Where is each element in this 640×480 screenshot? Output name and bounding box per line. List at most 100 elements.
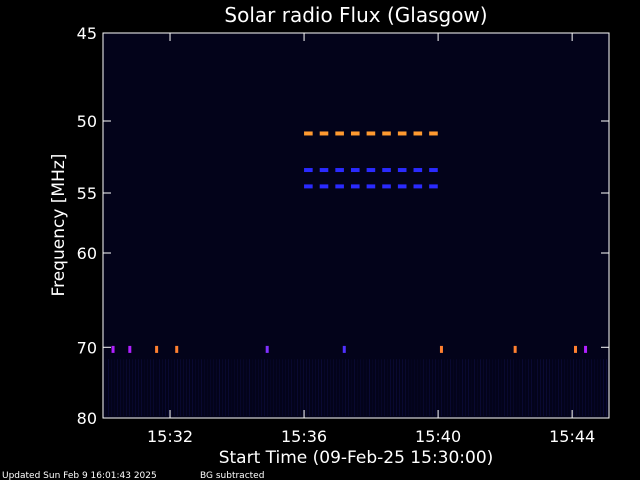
rfi-spike bbox=[573, 345, 577, 353]
noise-streak bbox=[180, 359, 181, 416]
noise-streak bbox=[489, 359, 490, 416]
noise-streak bbox=[270, 359, 271, 416]
noise-streak bbox=[339, 359, 340, 416]
noise-streak bbox=[348, 359, 349, 416]
blue-band-upper-segment bbox=[429, 168, 438, 173]
noise-streak bbox=[285, 359, 286, 416]
rfi-spike bbox=[111, 345, 115, 353]
noise-streak bbox=[423, 359, 424, 416]
blue-band-upper-segment bbox=[382, 168, 391, 173]
noise-streak bbox=[345, 359, 346, 416]
noise-streak bbox=[516, 359, 517, 416]
noise-streak bbox=[480, 359, 481, 416]
y-tick-label: 70 bbox=[77, 338, 97, 357]
noise-streak bbox=[534, 359, 535, 416]
noise-streak bbox=[447, 359, 448, 416]
noise-streak bbox=[471, 359, 472, 416]
y-tick-label: 50 bbox=[77, 112, 97, 131]
rfi-spike bbox=[439, 345, 443, 353]
noise-streak bbox=[570, 359, 571, 416]
noise-streak bbox=[429, 359, 430, 416]
noise-streak bbox=[174, 359, 175, 416]
noise-streak bbox=[165, 359, 166, 416]
noise-streak bbox=[510, 359, 511, 416]
noise-streak bbox=[486, 359, 487, 416]
blue-band-lower-segment bbox=[429, 184, 438, 189]
rfi-spike bbox=[175, 345, 179, 353]
x-tick-label: 15:40 bbox=[415, 427, 461, 446]
y-tick-label: 60 bbox=[77, 244, 97, 263]
blue-band-upper-segment bbox=[350, 168, 360, 173]
noise-streak bbox=[324, 359, 325, 416]
blue-band-upper-segment bbox=[304, 168, 313, 173]
blue-band-lower-segment bbox=[350, 184, 360, 189]
noise-streak bbox=[408, 359, 409, 416]
noise-streak bbox=[501, 359, 502, 416]
noise-streak bbox=[564, 359, 565, 416]
noise-streak bbox=[237, 359, 238, 416]
noise-streak bbox=[138, 359, 139, 416]
rfi-spike bbox=[513, 345, 517, 353]
noise-streak bbox=[255, 359, 256, 416]
noise-streak bbox=[552, 359, 553, 416]
background-noise bbox=[105, 359, 607, 416]
x-tick-label: 15:32 bbox=[147, 427, 193, 446]
noise-streak bbox=[390, 359, 391, 416]
noise-streak bbox=[294, 359, 295, 416]
noise-streak bbox=[249, 359, 250, 416]
noise-streak bbox=[453, 359, 454, 416]
x-axis-label: Start Time (09-Feb-25 15:30:00) bbox=[219, 448, 494, 468]
noise-streak bbox=[210, 359, 211, 416]
noise-streak bbox=[519, 359, 520, 416]
noise-streak bbox=[225, 359, 226, 416]
blue-band-lower-segment bbox=[382, 184, 391, 189]
blue-band-lower-segment bbox=[366, 184, 376, 189]
noise-streak bbox=[114, 359, 115, 416]
noise-streak bbox=[297, 359, 298, 416]
noise-streak bbox=[600, 359, 601, 416]
noise-streak bbox=[537, 359, 538, 416]
noise-streak bbox=[222, 359, 223, 416]
blue-band-upper-segment bbox=[413, 168, 423, 173]
orange-band-segment bbox=[350, 131, 360, 136]
y-tick-label: 45 bbox=[77, 24, 97, 43]
y-axis: 45 50 55 60 70 80 bbox=[77, 24, 609, 428]
noise-streak bbox=[189, 359, 190, 416]
noise-streak bbox=[360, 359, 361, 416]
noise-streak bbox=[219, 359, 220, 416]
noise-streak bbox=[543, 359, 544, 416]
rfi-spike bbox=[265, 345, 269, 353]
noise-streak bbox=[240, 359, 241, 416]
blue-band-lower-segment bbox=[413, 184, 423, 189]
noise-streak bbox=[477, 359, 478, 416]
noise-streak bbox=[435, 359, 436, 416]
noise-streak bbox=[183, 359, 184, 416]
noise-streak bbox=[318, 359, 319, 416]
noise-streak bbox=[177, 359, 178, 416]
noise-streak bbox=[150, 359, 151, 416]
noise-streak bbox=[597, 359, 598, 416]
noise-streak bbox=[573, 359, 574, 416]
noise-streak bbox=[375, 359, 376, 416]
noise-streak bbox=[540, 359, 541, 416]
noise-streak bbox=[315, 359, 316, 416]
orange-band-segment bbox=[413, 131, 423, 136]
orange-band-segment bbox=[319, 131, 329, 136]
noise-streak bbox=[378, 359, 379, 416]
chart-title: Solar radio Flux (Glasgow) bbox=[224, 3, 487, 27]
noise-streak bbox=[288, 359, 289, 416]
noise-streak bbox=[330, 359, 331, 416]
noise-streak bbox=[198, 359, 199, 416]
noise-streak bbox=[291, 359, 292, 416]
noise-streak bbox=[582, 359, 583, 416]
blue-band-upper-segment bbox=[335, 168, 344, 173]
noise-streak bbox=[441, 359, 442, 416]
noise-streak bbox=[525, 359, 526, 416]
y-tick-label: 80 bbox=[77, 409, 97, 428]
plot-frame bbox=[102, 32, 610, 419]
noise-streak bbox=[234, 359, 235, 416]
noise-streak bbox=[579, 359, 580, 416]
noise-streak bbox=[135, 359, 136, 416]
orange-band-segment bbox=[304, 131, 313, 136]
noise-streak bbox=[228, 359, 229, 416]
